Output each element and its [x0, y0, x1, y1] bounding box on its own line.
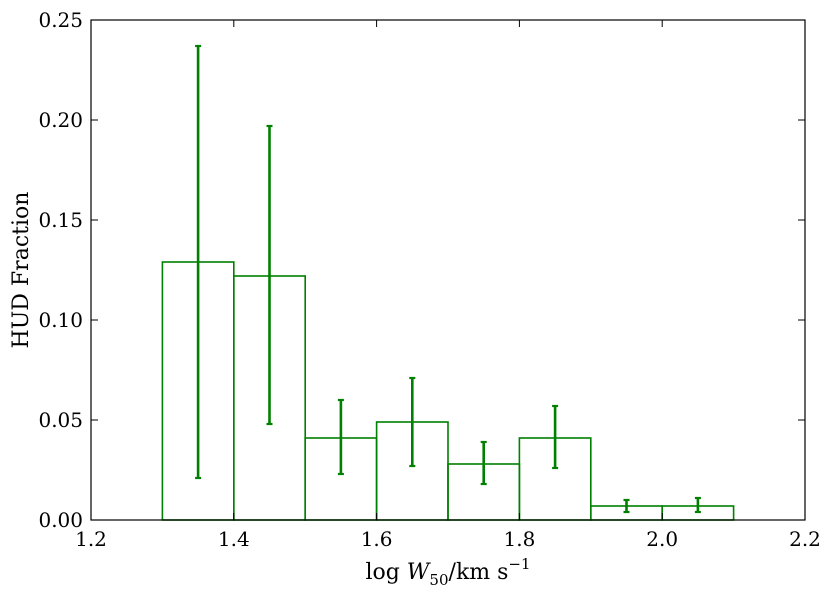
y-tick-label: 0.05 [38, 408, 83, 432]
y-tick-label: 0.20 [38, 108, 83, 132]
y-tick-label: 0.15 [38, 208, 83, 232]
y-tick-label: 0.25 [38, 8, 83, 32]
x-tick-label: 1.2 [75, 527, 107, 551]
axis-ticks [90, 19, 806, 521]
x-tick-label: 2.2 [789, 527, 821, 551]
y-tick-label: 0.10 [38, 308, 83, 332]
error-bars [195, 44, 701, 514]
plot-frame [90, 19, 806, 521]
x-axis-title: log W50/km s−1 [365, 555, 530, 589]
error-bar [266, 124, 273, 426]
error-bar [694, 496, 701, 514]
error-bar [480, 440, 487, 486]
y-tick-labels: 0.00 0.05 0.10 0.15 0.20 0.25 [38, 8, 83, 532]
error-bar [337, 398, 344, 476]
x-tick-labels: 1.2 1.4 1.6 1.8 2.0 2.2 [75, 527, 821, 551]
y-tick-label: 0.00 [38, 508, 83, 532]
y-axis-title: HUD Fraction [9, 192, 34, 349]
x-tick-label: 2.0 [646, 527, 678, 551]
error-bar [623, 498, 630, 514]
x-tick-label: 1.6 [361, 527, 393, 551]
error-bar [409, 376, 416, 468]
x-tick-label: 1.8 [503, 527, 535, 551]
error-bar [195, 44, 202, 480]
error-bar [552, 404, 559, 470]
histogram-bars [161, 261, 735, 521]
x-tick-label: 1.4 [218, 527, 250, 551]
